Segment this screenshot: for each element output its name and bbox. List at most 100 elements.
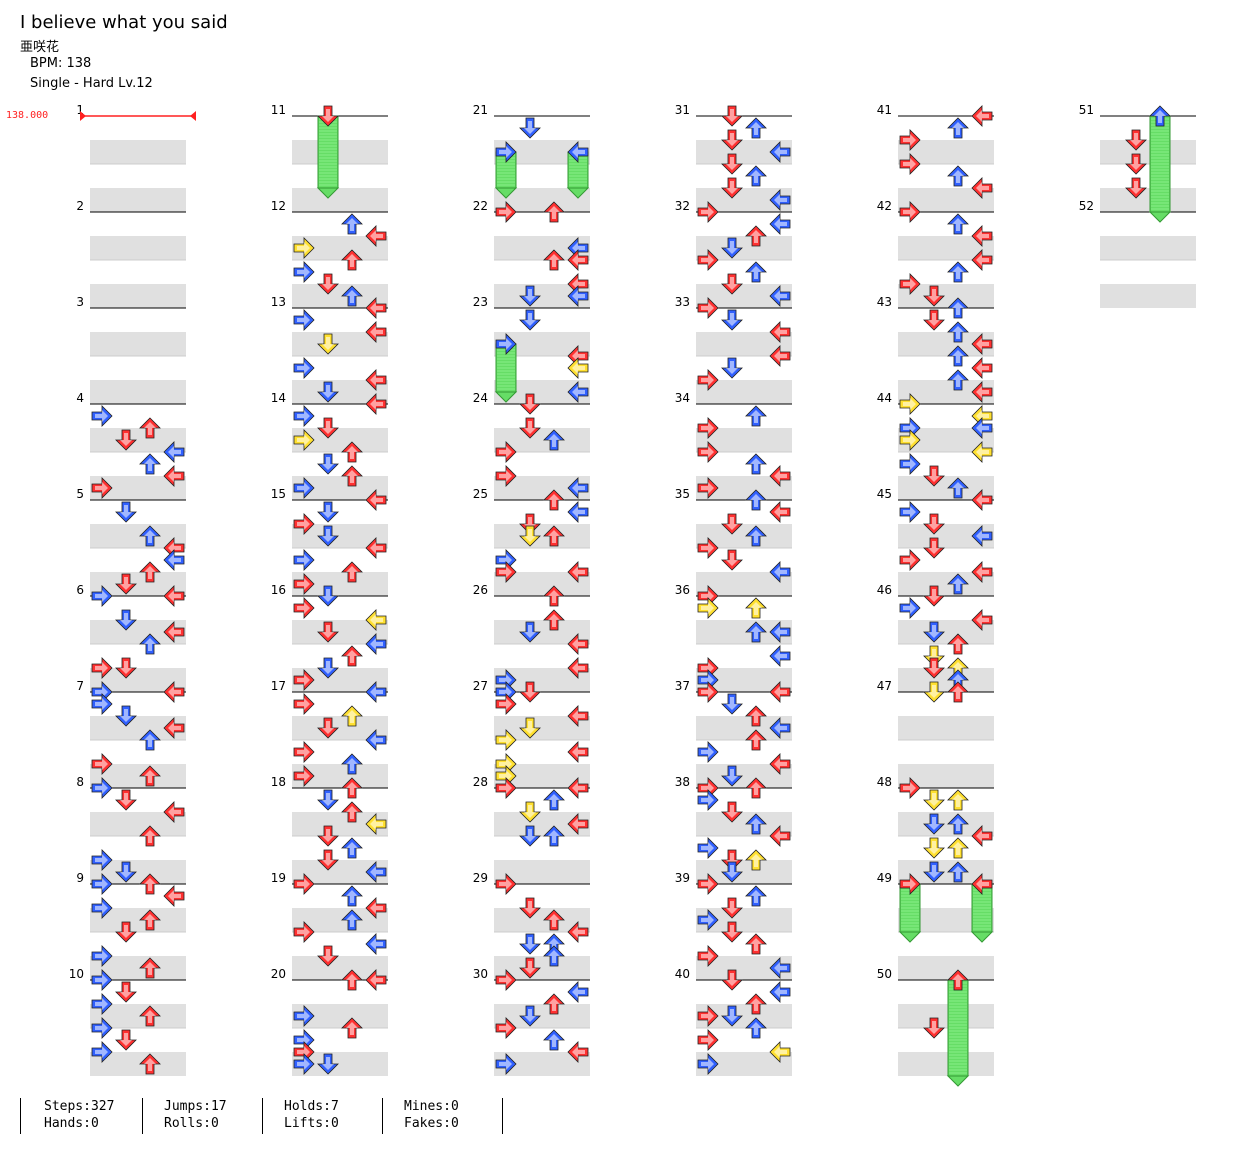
arrow-highlight — [144, 770, 156, 783]
step-arrow — [947, 789, 969, 811]
step-arrow — [365, 537, 387, 559]
arrow-highlight — [548, 494, 560, 507]
step-arrow — [899, 129, 921, 151]
step-arrow — [293, 669, 315, 691]
hold-tail — [494, 187, 518, 199]
bpm-left-tick — [80, 111, 86, 121]
arrow-highlight — [952, 842, 964, 855]
step-arrow — [115, 705, 137, 727]
arrow-highlight — [95, 974, 108, 986]
measure-number: 2 — [76, 199, 84, 213]
arrow-highlight — [524, 313, 536, 326]
arrow-highlight — [346, 218, 358, 231]
step-arrow — [163, 465, 185, 487]
step-arrow — [697, 681, 719, 703]
step-arrow — [721, 897, 743, 919]
arrow-highlight — [726, 241, 738, 254]
arrow-highlight — [120, 925, 132, 938]
step-arrow — [899, 597, 921, 619]
arrow-highlight — [370, 494, 383, 506]
arrow-highlight — [726, 361, 738, 374]
arrow-highlight — [903, 422, 916, 434]
step-arrow — [293, 573, 315, 595]
arrow-highlight — [952, 818, 964, 831]
arrow-highlight — [572, 254, 585, 266]
arrow-highlight — [322, 721, 334, 734]
step-arrow — [317, 789, 339, 811]
step-arrow — [697, 441, 719, 463]
step-arrow — [1125, 177, 1147, 199]
step-arrow — [923, 585, 945, 607]
step-arrow — [317, 945, 339, 967]
arrow-highlight — [499, 686, 512, 698]
step-arrow — [923, 813, 945, 835]
measure-number: 26 — [473, 583, 488, 597]
measure-number: 24 — [473, 391, 488, 405]
arrow-highlight — [952, 794, 964, 807]
step-arrow — [721, 801, 743, 823]
step-arrow — [923, 1017, 945, 1039]
arrow-highlight — [976, 530, 989, 542]
arrow-highlight — [952, 374, 964, 387]
arrow-highlight — [1130, 133, 1142, 146]
arrow-highlight — [701, 254, 714, 266]
arrow-highlight — [774, 722, 787, 734]
arrow-highlight — [750, 890, 762, 903]
arrow-highlight — [952, 674, 964, 687]
arrow-highlight — [370, 302, 383, 314]
step-arrow — [317, 333, 339, 355]
arrow-highlight — [903, 878, 916, 890]
step-arrow — [495, 201, 517, 223]
arrow-highlight — [701, 374, 714, 386]
step-arrow — [341, 249, 363, 271]
arrow-highlight — [976, 182, 989, 194]
measure-number: 23 — [473, 295, 488, 309]
arrow-highlight — [95, 410, 108, 422]
arrow-highlight — [346, 1022, 358, 1035]
step-arrow — [745, 117, 767, 139]
beat-band — [90, 332, 186, 356]
hold-head-arrow — [971, 873, 993, 895]
step-arrow — [769, 681, 791, 703]
arrow-highlight — [297, 926, 310, 938]
arrow-highlight — [701, 206, 714, 218]
arrow-highlight — [726, 865, 738, 878]
arrow-highlight — [322, 1057, 334, 1070]
step-arrow — [947, 477, 969, 499]
arrow-highlight — [572, 290, 585, 302]
step-arrow — [745, 813, 767, 835]
arrow-highlight — [499, 674, 512, 686]
step-arrow — [923, 789, 945, 811]
arrow-highlight — [95, 698, 108, 710]
step-arrow — [745, 165, 767, 187]
arrow-highlight — [499, 566, 512, 578]
measure-number: 36 — [675, 583, 690, 597]
arrow-highlight — [346, 290, 358, 303]
step-arrow — [947, 633, 969, 655]
arrow-highlight — [572, 710, 585, 722]
arrow-highlight — [701, 602, 714, 614]
step-arrow — [923, 513, 945, 535]
measure-number: 38 — [675, 775, 690, 789]
arrow-highlight — [322, 337, 334, 350]
measure-number: 25 — [473, 487, 488, 501]
step-arrow — [519, 117, 541, 139]
arrow-highlight — [120, 793, 132, 806]
arrow-highlight — [346, 890, 358, 903]
arrow-highlight — [95, 686, 108, 698]
arrow-highlight — [168, 626, 181, 638]
step-arrow — [341, 837, 363, 859]
measure-number: 40 — [675, 967, 690, 981]
step-arrow — [697, 597, 719, 619]
step-arrow — [923, 465, 945, 487]
arrow-highlight — [726, 901, 738, 914]
step-arrow — [745, 933, 767, 955]
arrow-highlight — [297, 242, 310, 254]
arrow-highlight — [726, 973, 738, 986]
step-arrow — [971, 825, 993, 847]
step-arrow — [721, 921, 743, 943]
arrow-highlight — [750, 230, 762, 243]
step-arrow — [971, 225, 993, 247]
step-arrow — [91, 969, 113, 991]
hold-tail — [566, 187, 590, 199]
